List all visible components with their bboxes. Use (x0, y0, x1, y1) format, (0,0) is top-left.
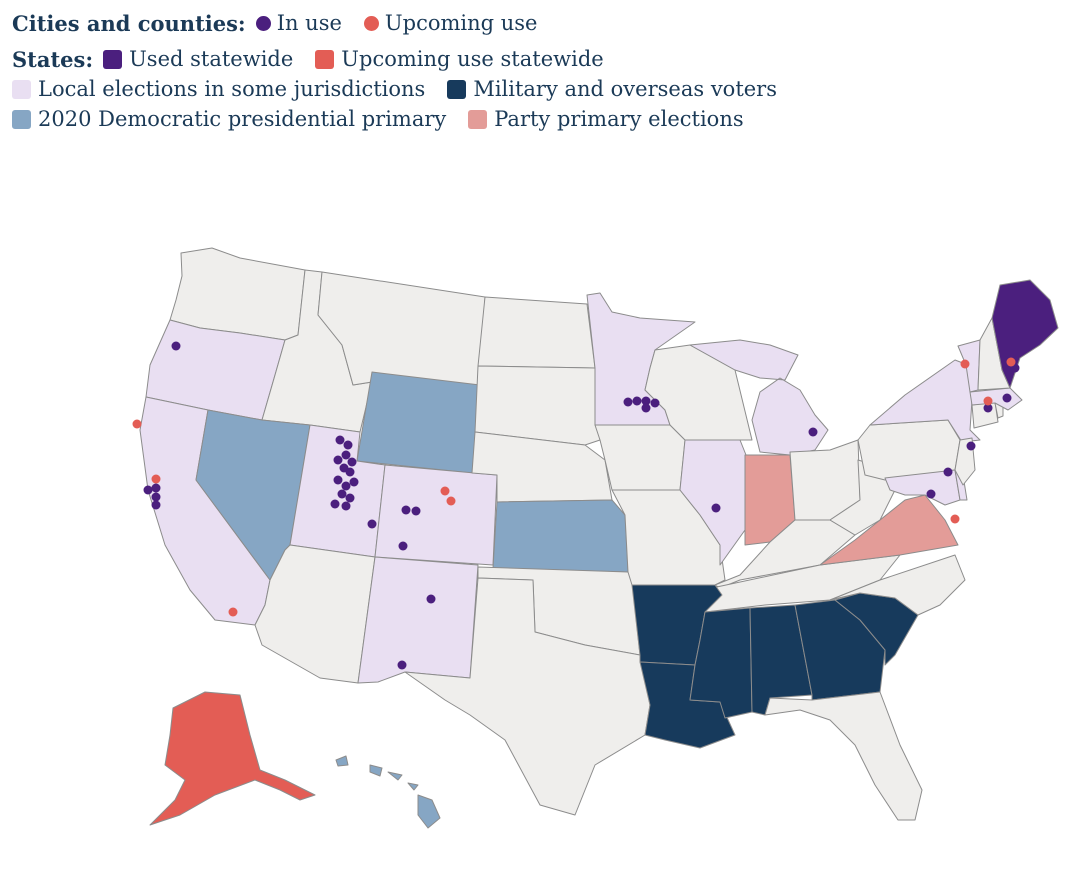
legend-item-upcoming-statewide: Upcoming use statewide (315, 47, 604, 71)
city-dot[interactable] (623, 397, 633, 407)
legend-label-upcoming-statewide: Upcoming use statewide (341, 47, 604, 71)
city-dot[interactable] (345, 493, 355, 503)
city-dot[interactable] (333, 455, 343, 465)
map-legend: Cities and counties: In use Upcoming use… (12, 8, 1072, 134)
city-dot[interactable] (151, 483, 161, 493)
state-alaska[interactable] (149, 691, 316, 826)
in-use-dots (143, 341, 1020, 670)
city-dot[interactable] (335, 435, 345, 445)
state-north-carolina[interactable] (829, 554, 966, 616)
local-some-swatch (12, 79, 31, 99)
city-dot[interactable] (367, 519, 377, 529)
in-use-dot-swatch (255, 15, 271, 31)
city-dot[interactable] (343, 440, 353, 450)
city-dot[interactable] (808, 427, 818, 437)
city-dot[interactable] (650, 398, 660, 408)
state-michigan[interactable] (689, 339, 829, 456)
city-dot[interactable] (983, 403, 993, 413)
legend-states-heading: States: (12, 46, 94, 72)
city-dot[interactable] (401, 505, 411, 515)
city-dot[interactable] (1002, 393, 1012, 403)
dem-primary-swatch (12, 109, 31, 129)
city-dot[interactable] (171, 341, 181, 351)
state-new-york[interactable] (869, 359, 981, 443)
legend-label-local-some: Local elections in some jurisdictions (38, 77, 426, 101)
city-dot[interactable] (341, 481, 351, 491)
city-dot[interactable] (341, 450, 351, 460)
legend-row-cities: Cities and counties: In use Upcoming use (12, 8, 1072, 38)
city-dot[interactable] (641, 403, 651, 413)
legend-label-upcoming-use: Upcoming use (384, 11, 538, 35)
legend-item-dem-primary: 2020 Democratic presidential primary (12, 107, 446, 131)
state-hawaii[interactable] (335, 755, 441, 829)
city-dot[interactable] (349, 477, 359, 487)
city-dot[interactable] (333, 475, 343, 485)
city-dot[interactable] (966, 441, 976, 451)
city-dot[interactable] (641, 396, 651, 406)
state-south-dakota[interactable] (474, 365, 601, 446)
legend-label-party-primary: Party primary elections (494, 107, 744, 131)
legend-row-states-1: States: Used statewide Upcoming use stat… (12, 44, 1072, 74)
state-florida[interactable] (764, 691, 923, 821)
upcoming-dot-swatch (363, 15, 379, 31)
city-dot[interactable] (411, 506, 421, 516)
city-dot-upcoming[interactable] (960, 359, 970, 369)
city-dot[interactable] (330, 499, 340, 509)
upcoming-dots (132, 357, 1016, 617)
legend-item-in-use: In use (255, 11, 342, 35)
city-dot-upcoming[interactable] (950, 514, 960, 524)
legend-item-used-statewide: Used statewide (103, 47, 293, 71)
legend-item-upcoming-use: Upcoming use (363, 11, 538, 35)
upcoming-statewide-swatch (315, 49, 335, 69)
party-primary-swatch (468, 109, 488, 129)
city-dot[interactable] (943, 467, 953, 477)
city-dot-upcoming[interactable] (1006, 357, 1016, 367)
state-illinois[interactable] (679, 439, 749, 566)
legend-item-party-primary: Party primary elections (468, 107, 744, 131)
city-dot[interactable] (426, 594, 436, 604)
city-dot[interactable] (341, 501, 351, 511)
city-dot[interactable] (151, 492, 161, 502)
legend-label-used-statewide: Used statewide (129, 47, 294, 71)
city-dot-upcoming[interactable] (151, 474, 161, 484)
city-dot[interactable] (398, 541, 408, 551)
legend-label-dem-primary: 2020 Democratic presidential primary (38, 107, 447, 131)
state-wyoming[interactable] (356, 371, 481, 474)
legend-row-states-2: Local elections in some jurisdictions Mi… (12, 74, 1072, 104)
city-dot-upcoming[interactable] (446, 496, 456, 506)
city-dot-upcoming[interactable] (132, 419, 142, 429)
city-dot[interactable] (337, 489, 347, 499)
city-dot[interactable] (926, 489, 936, 499)
legend-item-local-some: Local elections in some jurisdictions (12, 77, 425, 101)
state-texas[interactable] (404, 577, 651, 816)
state-north-dakota[interactable] (477, 296, 596, 369)
state-colorado[interactable] (374, 464, 498, 566)
city-dot[interactable] (632, 396, 642, 406)
city-dot-upcoming[interactable] (228, 607, 238, 617)
city-dot[interactable] (397, 660, 407, 670)
used-statewide-swatch (103, 49, 123, 69)
legend-row-states-3: 2020 Democratic presidential primary Par… (12, 104, 1072, 134)
city-dot[interactable] (711, 503, 721, 513)
legend-cities-heading: Cities and counties: (12, 10, 246, 36)
legend-item-military: Military and overseas voters (447, 77, 777, 101)
city-dot[interactable] (143, 485, 153, 495)
city-dot[interactable] (151, 500, 161, 510)
city-dot-upcoming[interactable] (983, 396, 993, 406)
legend-label-military: Military and overseas voters (473, 77, 778, 101)
military-swatch (447, 79, 467, 99)
state-new-mexico[interactable] (357, 556, 479, 684)
legend-label-in-use: In use (276, 11, 342, 35)
city-dot-upcoming[interactable] (440, 486, 450, 496)
city-dot[interactable] (347, 457, 357, 467)
state-kansas[interactable] (492, 499, 629, 573)
city-dot[interactable] (345, 467, 355, 477)
